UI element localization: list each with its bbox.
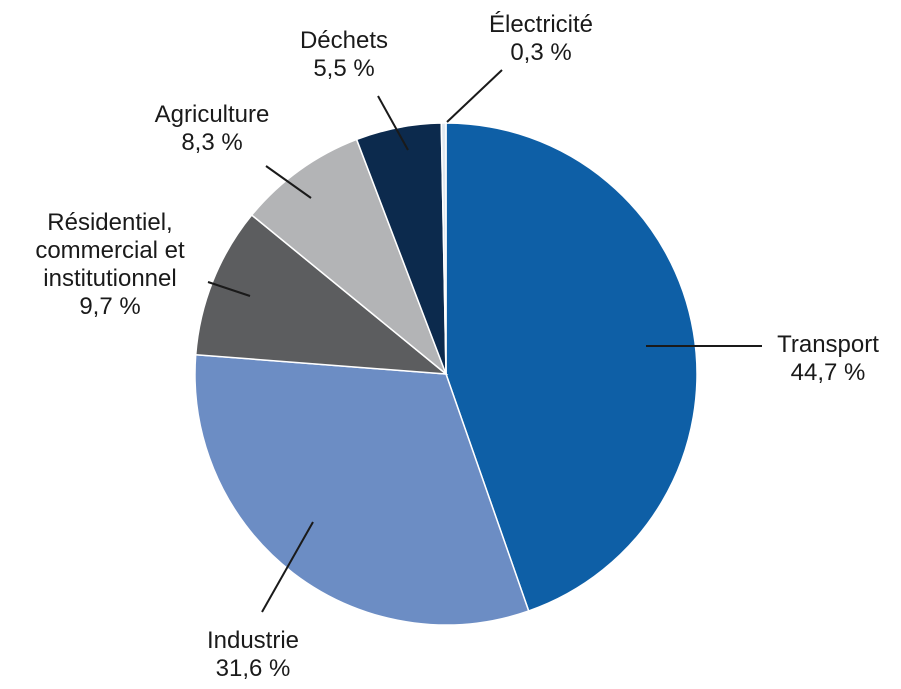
slice-name-label: Agriculture — [155, 101, 270, 128]
pie-slice-electricite — [440, 122, 447, 375]
slice-value-label: 9,7 % — [79, 293, 140, 320]
leader-line-agriculture — [265, 165, 312, 199]
slice-name-label: Industrie — [207, 627, 299, 654]
slice-value-label: 31,6 % — [216, 655, 291, 682]
slice-name-label: Électricité — [489, 11, 593, 38]
slice-value-label: 0,3 % — [510, 39, 571, 66]
pie-slice-industrie — [194, 353, 530, 626]
slice-name-label: Déchets — [300, 27, 388, 54]
leader-line-electricite — [446, 69, 503, 123]
leader-line-industrie — [261, 521, 314, 613]
slice-name-label: Transport — [777, 331, 879, 358]
pie-slice-transport — [445, 122, 698, 612]
leader-lines — [207, 69, 762, 613]
slice-name-label: Résidentiel, — [47, 209, 172, 236]
leader-line-dechets — [377, 95, 409, 151]
slice-name-label: institutionnel — [43, 265, 176, 292]
slice-value-label: 44,7 % — [791, 359, 866, 386]
pie-slices — [194, 122, 698, 626]
slice-label-residentiel: Résidentiel,commercial etinstitutionnel9… — [35, 209, 185, 320]
slice-name-label: commercial et — [35, 237, 185, 264]
slice-value-label: 5,5 % — [313, 55, 374, 82]
pie-slice-agriculture — [250, 138, 448, 377]
slice-value-label: 8,3 % — [181, 129, 242, 156]
pie-slice-residentiel — [194, 213, 449, 375]
leader-line-residentiel — [207, 281, 251, 297]
